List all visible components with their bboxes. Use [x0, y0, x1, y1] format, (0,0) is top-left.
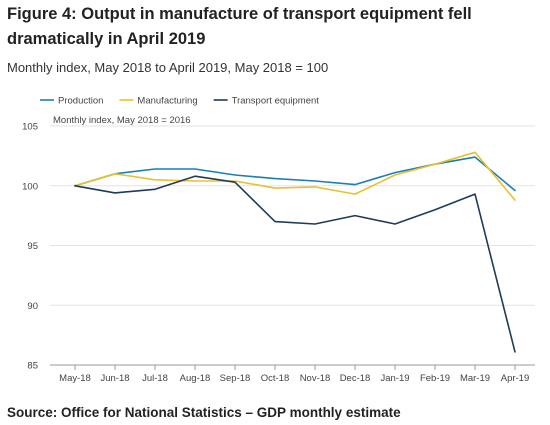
series-line: [74, 151, 516, 201]
y-tick-label: 85: [27, 361, 38, 372]
figure-title: Figure 4: Output in manufacture of trans…: [7, 5, 472, 48]
series-line: [74, 175, 516, 353]
x-tick-label: Apr-19: [501, 373, 530, 384]
y-tick-label: 90: [27, 301, 38, 312]
x-tick-label: Oct-18: [261, 373, 290, 384]
x-tick-label: May-18: [59, 373, 91, 384]
line-chart: 85 90 95 100 105 May-18 Jun-18 Jul-18 Aug-18 Sep-…: [22, 96, 535, 384]
legend-entry: Transport equipment: [232, 96, 320, 107]
x-tick-label: Aug-18: [180, 373, 211, 384]
x-tick-label: Jul-18: [142, 373, 168, 384]
source-note: Source: Office for National Statistics –…: [7, 405, 401, 420]
y-tick-label: 105: [22, 122, 38, 133]
x-tick-label: Dec-18: [340, 373, 371, 384]
x-tick-label: Nov-18: [300, 373, 331, 384]
y-tick-label: 100: [22, 181, 38, 192]
y-axis-label: Monthly index, May 2018 = 2016: [53, 115, 191, 126]
x-tick-label: Feb-19: [420, 373, 450, 384]
legend-entry: Manufacturing: [137, 96, 197, 107]
figure-subtitle: Monthly index, May 2018 to April 2019, M…: [7, 60, 329, 75]
y-tick-label: 95: [27, 241, 38, 252]
x-tick-label: Jun-18: [100, 373, 129, 384]
x-tick-label: Mar-19: [460, 373, 490, 384]
x-tick-label: Sep-18: [220, 373, 251, 384]
legend-entry: Production: [58, 96, 103, 107]
x-tick-label: Jan-19: [380, 373, 409, 384]
